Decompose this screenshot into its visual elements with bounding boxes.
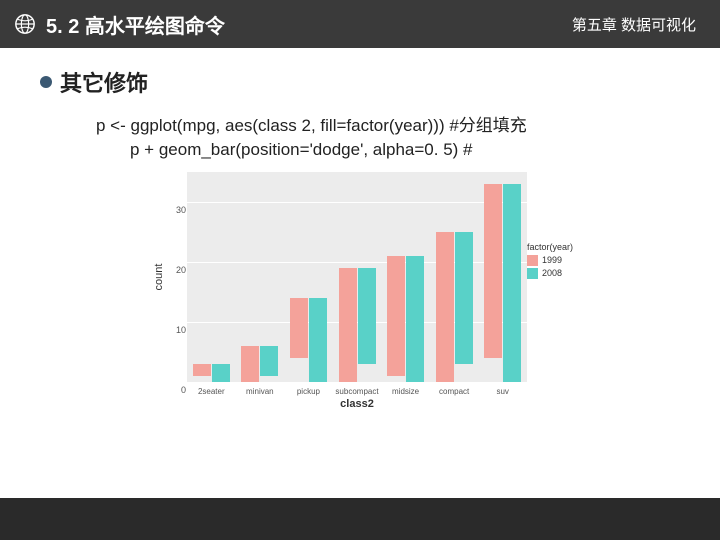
code-line-1: p <- ggplot(mpg, aes(class 2, fill=facto… <box>96 114 680 138</box>
globe-icon <box>14 13 36 35</box>
plot-area: factor(year) 19992008 <box>187 172 527 382</box>
section-heading: 其它修饰 <box>40 66 680 98</box>
code-block: p <- ggplot(mpg, aes(class 2, fill=facto… <box>96 114 680 162</box>
legend-title: factor(year) <box>527 242 573 252</box>
y-axis-label: count <box>153 263 165 290</box>
section-title: 其它修饰 <box>60 66 148 98</box>
slide-footer <box>0 498 720 540</box>
code-line-2: p + geom_bar(position='dodge', alpha=0. … <box>130 138 680 162</box>
slide-header: 5. 2 高水平绘图命令 第五章 数据可视化 <box>0 0 720 48</box>
x-axis-ticks: 2seaterminivanpickupsubcompactmidsizecom… <box>187 387 527 399</box>
bullet-icon <box>40 76 52 88</box>
header-subtitle: 第五章 数据可视化 <box>572 14 706 35</box>
x-axis-label: class2 <box>187 398 527 410</box>
chart-legend: factor(year) 19992008 <box>527 242 573 281</box>
bar-chart: 0102030 factor(year) 19992008 2seatermin… <box>145 172 575 410</box>
y-axis-ticks: 0102030 <box>172 176 186 386</box>
slide-content: 其它修饰 p <- ggplot(mpg, aes(class 2, fill=… <box>0 48 720 410</box>
header-title: 5. 2 高水平绘图命令 <box>46 10 572 39</box>
